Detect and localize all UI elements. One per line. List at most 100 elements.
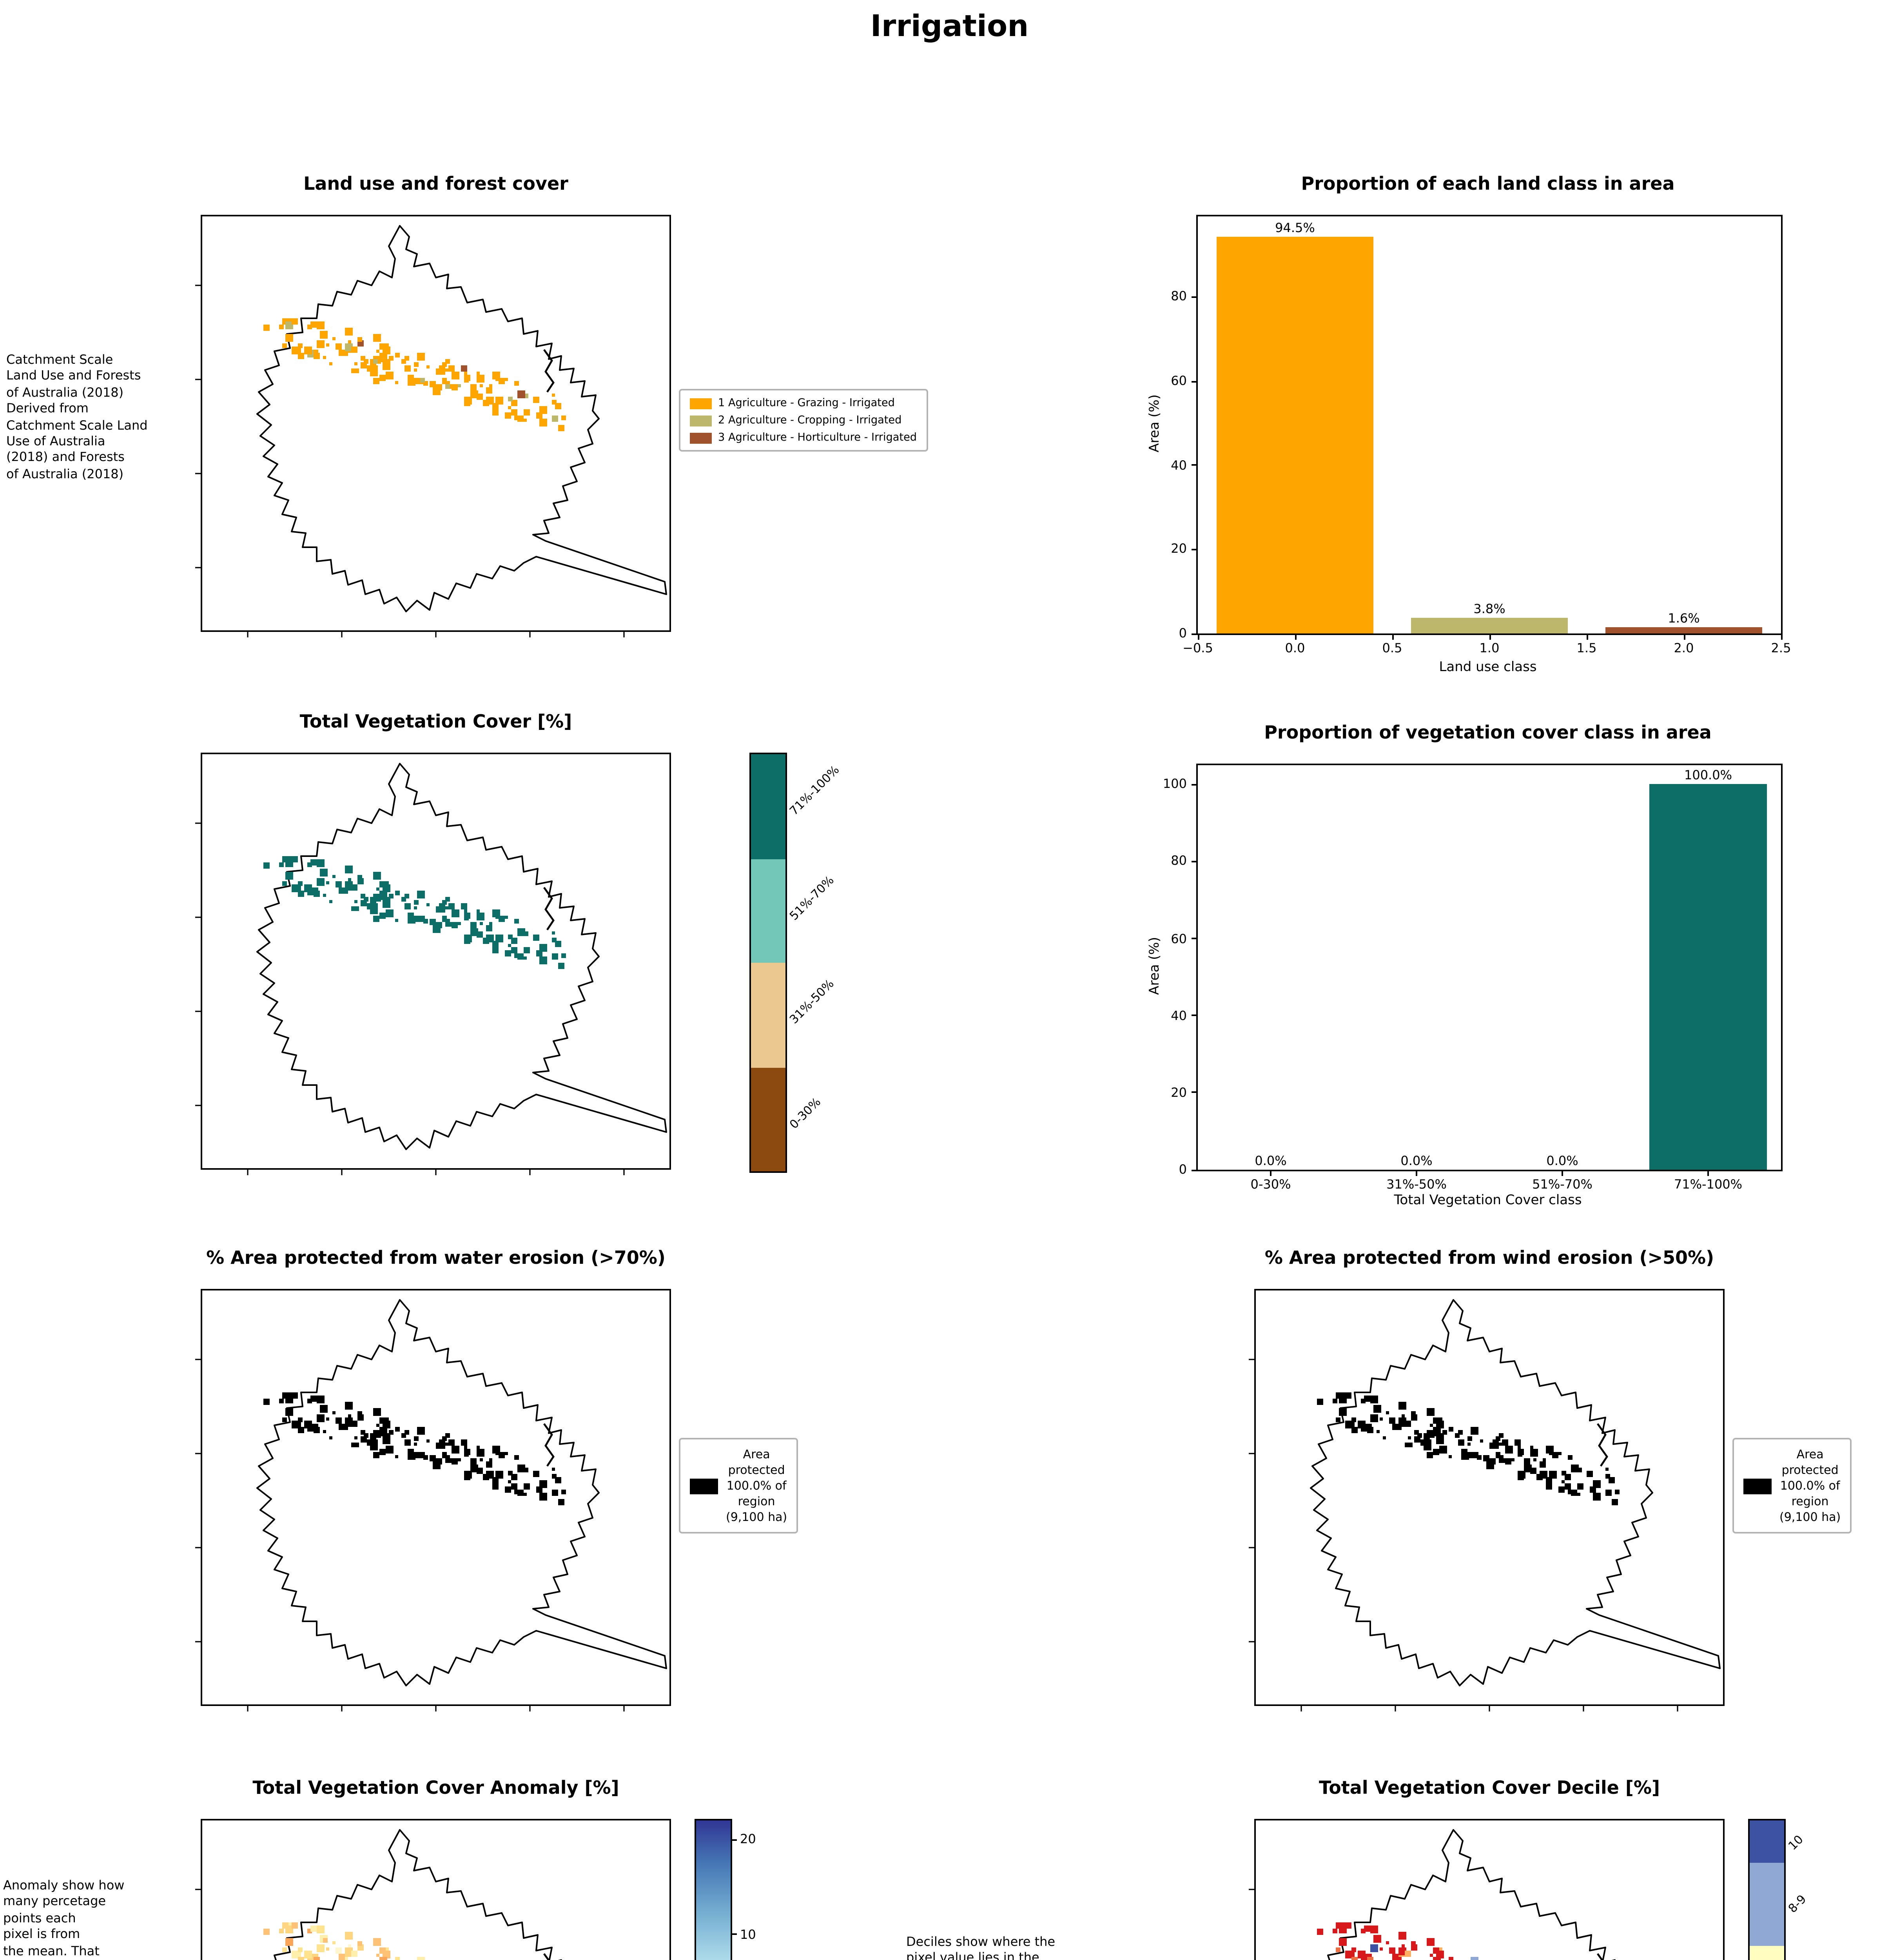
x-tick-label: 0-30% [1250, 1178, 1291, 1192]
catchment-boundary [256, 1299, 667, 1686]
panel-title-land-use: Land use and forest cover [303, 172, 568, 194]
y-tick-label: 100 [1163, 777, 1187, 792]
x-tick-mark [1197, 633, 1199, 639]
wind-erosion-map [1249, 1289, 1725, 1711]
colorbar-class-label: 31%-50% [787, 977, 837, 1027]
area-protected-label: Area protected 100.0% of region (9,100 ha) [726, 1447, 787, 1525]
x-tick-label: 2.5 [1771, 641, 1791, 655]
y-tick-mark [1191, 548, 1196, 550]
legend-text-line: 100.0% of [1780, 1478, 1840, 1493]
area-protected-swatch [1743, 1478, 1772, 1494]
decile-colorbar: 108-94-72-31 [1748, 1819, 1809, 1960]
colorbar-segment [751, 754, 785, 858]
x-tick-mark [1562, 1170, 1563, 1175]
pixel-layer [1317, 1392, 1620, 1505]
x-tick-label: −0.5 [1183, 641, 1213, 655]
panel-title-land-class-chart: Proportion of each land class in area [1301, 172, 1675, 194]
x-tick-mark [1294, 633, 1296, 639]
y-tick-mark [1191, 1092, 1196, 1094]
water-erosion-map [195, 1289, 671, 1711]
colorbar-class-label: 51%-70% [787, 873, 837, 923]
legend-swatch [690, 415, 712, 426]
y-tick-mark [1191, 784, 1196, 786]
bar-value-label: 0.0% [1546, 1154, 1578, 1168]
legend-text-line: (9,100 ha) [726, 1509, 787, 1524]
colorbar-class-label: 71%-100% [787, 763, 842, 818]
veg-cover-map [195, 753, 671, 1175]
colorbar-segment [751, 1067, 785, 1171]
catchment-boundary [1310, 1299, 1721, 1686]
legend-item: 3 Agriculture - Horticulture - Irrigated [690, 431, 917, 444]
y-tick-mark [1191, 1169, 1196, 1171]
bar [1650, 784, 1767, 1170]
bar-value-label: 3.8% [1473, 602, 1505, 616]
catchment-boundary [256, 225, 667, 612]
x-tick-label: 0.5 [1382, 641, 1402, 655]
colorbar-class-label: 10 [1785, 1833, 1806, 1853]
wind-erosion-legend: Area protected 100.0% of region (9,100 ha) [1732, 1438, 1852, 1534]
x-tick-label: 1.5 [1576, 641, 1597, 655]
decile-note: Deciles show where the pixel value lies … [906, 1935, 1056, 1960]
colorbar-segment [1750, 1945, 1784, 1960]
legend-swatch [690, 432, 712, 443]
pixel-layer [263, 1392, 566, 1505]
anomaly-map [195, 1819, 671, 1960]
legend-label: 2 Agriculture - Cropping - Irrigated [718, 414, 902, 426]
x-tick-mark [1416, 1170, 1417, 1175]
legend-text-line: (9,100 ha) [1779, 1509, 1841, 1524]
legend-text-line: region [1791, 1494, 1829, 1508]
land-use-legend: 1 Agriculture - Grazing - Irrigated 2 Agr… [679, 389, 928, 452]
x-tick-mark [1391, 633, 1393, 639]
colorbar-segment [751, 858, 785, 963]
catchment-boundary [274, 1829, 562, 1960]
land-class-xlabel: Land use class [1439, 660, 1537, 676]
panel-title-anomaly: Total Vegetation Cover Anomaly [%] [252, 1777, 619, 1798]
colorbar-tick-mark [731, 1933, 736, 1935]
bar-value-label: 100.0% [1684, 769, 1732, 783]
x-tick-label: 2.0 [1674, 641, 1694, 655]
panel-title-veg-cover-chart: Proportion of vegetation cover class in … [1264, 721, 1712, 743]
x-tick-mark [1780, 633, 1782, 639]
anomaly-colorbar: 20100−10−20 [695, 1819, 756, 1960]
x-tick-mark [1683, 633, 1685, 639]
colorbar-tick-label: 20 [740, 1832, 756, 1847]
legend-item: 2 Agriculture - Cropping - Irrigated [690, 414, 917, 426]
area-protected-label: Area protected 100.0% of region (9,100 ha) [1779, 1447, 1841, 1525]
pixel-layer [1317, 1922, 1478, 1960]
pixel-layer [263, 318, 566, 431]
pixel-layer [263, 856, 566, 969]
x-tick-mark [1270, 1170, 1271, 1175]
y-tick-mark [1191, 296, 1196, 298]
y-tick-mark [1191, 1014, 1196, 1016]
y-tick-label: 20 [1171, 1085, 1187, 1100]
panel-title-water-erosion: % Area protected from water erosion (>70… [206, 1247, 666, 1269]
land-class-ylabel: Area (%) [1148, 394, 1163, 452]
legend-text-line: protected [1781, 1463, 1839, 1477]
bar [1217, 236, 1373, 633]
y-tick-label: 60 [1171, 374, 1187, 388]
anomaly-note: Anomaly show how many percetage points e… [3, 1878, 125, 1960]
y-tick-mark [1191, 464, 1196, 466]
pixel-layer [263, 1922, 425, 1960]
panel-title-wind-erosion: % Area protected from wind erosion (>50%… [1264, 1247, 1714, 1269]
bar-value-label: 0.0% [1400, 1154, 1433, 1168]
x-tick-label: 1.0 [1479, 641, 1500, 655]
y-tick-mark [1191, 380, 1196, 382]
x-tick-label: 0.0 [1285, 641, 1305, 655]
veg-cover-ylabel: Area (%) [1148, 937, 1163, 995]
legend-text-line: Area [1796, 1447, 1824, 1461]
y-tick-label: 80 [1171, 854, 1187, 869]
y-tick-label: 80 [1171, 290, 1187, 304]
land-use-map [195, 215, 671, 637]
y-tick-mark [1191, 633, 1196, 634]
veg-cover-chart: 0.0% 0.0% 0.0% 100.0% 0-30% 31%-50% 51%-70% 71%… [1163, 764, 1783, 1192]
land-class-chart: 94.5% 3.8% 1.6% −0.5 0.0 0.5 1.0 1.5 2.0 2.5 0 20 40… [1171, 215, 1791, 655]
legend-text-line: protected [728, 1463, 785, 1477]
colorbar-class-label: 8-9 [1785, 1892, 1809, 1916]
colorbar-segment [751, 963, 785, 1067]
colorbar-tick-mark [731, 1838, 736, 1840]
x-tick-label: 51%-70% [1532, 1178, 1592, 1192]
bar-value-label: 1.6% [1668, 611, 1700, 625]
decile-map [1249, 1819, 1725, 1960]
